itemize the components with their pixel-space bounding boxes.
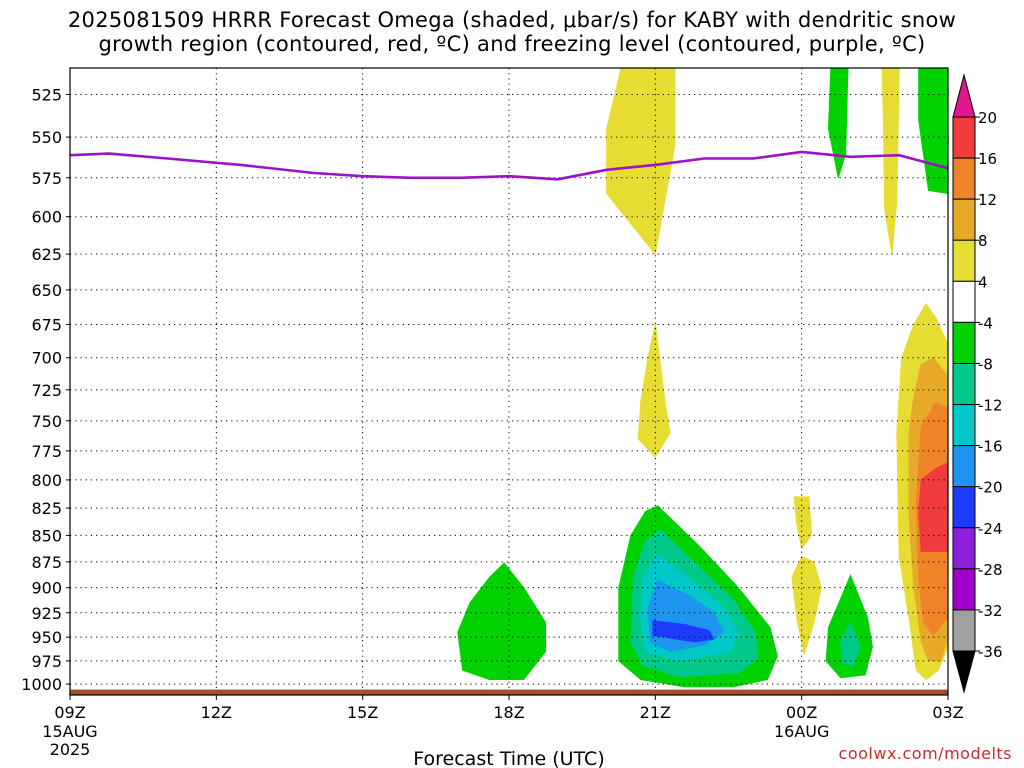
- y-tick-label: 825: [31, 499, 62, 518]
- colorbar-bin: [952, 568, 976, 611]
- y-tick-label: 775: [31, 442, 62, 461]
- omega-region-8: [918, 462, 948, 552]
- colorbar-top-arrow: [952, 73, 976, 118]
- y-tick-label: 1000: [21, 675, 62, 694]
- colorbar-bin: [952, 198, 976, 241]
- y-tick-label: 725: [31, 381, 62, 400]
- colorbar-tick-label: 12: [978, 191, 997, 209]
- colorbar-bin: [952, 362, 976, 406]
- y-tick-label: 575: [31, 169, 62, 188]
- colorbar-bin: [952, 157, 976, 200]
- colorbar-bin: [952, 280, 976, 323]
- omega-region-1: [827, 68, 849, 178]
- colorbar-bin: [952, 404, 976, 447]
- colorbar-tick-label: -8: [978, 355, 993, 373]
- y-tick-label: 950: [31, 628, 62, 647]
- colorbar-bin: [952, 321, 976, 364]
- y-axis: 525 550 575 600 625 650 675 700 725 750 775 800 825 8…: [21, 86, 70, 694]
- x-date-label: 15AUG: [42, 722, 97, 741]
- y-tick-label: 925: [31, 604, 62, 623]
- y-tick-label: 975: [31, 652, 62, 671]
- colorbar-tick-label: -4: [978, 314, 993, 332]
- x-tick-label: 15Z: [347, 703, 378, 722]
- colorbar: 20 16 12 8 4 -4 -8 -12 -16 -20 -24 -28 -32 -36: [952, 73, 1003, 694]
- x-axis-label: Forecast Time (UTC): [413, 748, 604, 768]
- omega-region-0: [606, 68, 676, 256]
- omega-region-10: [791, 556, 822, 655]
- x-year-label: 2025: [50, 740, 91, 759]
- colorbar-bin: [952, 609, 976, 652]
- colorbar-tick-label: 4: [978, 273, 988, 291]
- chart-title: 2025081509 HRRR Forecast Omega (shaded, …: [0, 8, 1024, 56]
- y-tick-label: 625: [31, 245, 62, 264]
- y-tick-label: 550: [31, 128, 62, 147]
- x-tick-label: 18Z: [493, 703, 524, 722]
- colorbar-tick-label: 8: [978, 232, 988, 250]
- colorbar-bin: [952, 445, 976, 488]
- freezing-level-line: [70, 150, 948, 181]
- y-tick-label: 850: [31, 526, 62, 545]
- y-tick-label: 900: [31, 579, 62, 598]
- y-tick-label: 750: [31, 412, 62, 431]
- colorbar-tick-label: -32: [978, 602, 1003, 620]
- x-tick-label: 12Z: [201, 703, 232, 722]
- colorbar-tick-label: -20: [978, 479, 1003, 497]
- colorbar-tick-label: -28: [978, 561, 1003, 579]
- colorbar-tick-label: -12: [978, 397, 1003, 415]
- omega-region-3: [918, 68, 948, 195]
- x-tick-label: 09Z: [54, 703, 85, 722]
- y-tick-label: 650: [31, 281, 62, 300]
- y-tick-label: 675: [31, 315, 62, 334]
- y-tick-label: 700: [31, 349, 62, 368]
- colorbar-bottom-arrow: [952, 650, 976, 694]
- y-tick-label: 800: [31, 471, 62, 490]
- y-tick-label: 600: [31, 208, 62, 227]
- y-tick-label: 875: [31, 553, 62, 572]
- omega-region-11: [457, 562, 547, 680]
- x-tick-label: 21Z: [640, 703, 671, 722]
- omega-region-4: [637, 324, 671, 458]
- x-tick-label: 00Z: [786, 703, 817, 722]
- title-line-2: growth region (contoured, red, ºC) and f…: [98, 32, 926, 56]
- colorbar-tick-label: -36: [978, 643, 1003, 661]
- colorbar-tick-label: -24: [978, 520, 1003, 538]
- omega-shading: [457, 68, 948, 688]
- y-tick-label: 525: [31, 86, 62, 105]
- omega-region-2: [881, 68, 900, 255]
- colorbar-bin: [952, 116, 976, 159]
- grid-lines: [70, 68, 948, 695]
- contour-lines: [70, 150, 948, 695]
- colorbar-tick-label: 20: [978, 109, 997, 127]
- x-date-label: 16AUG: [774, 722, 829, 741]
- colorbar-bin: [952, 527, 976, 570]
- x-tick-label: 03Z: [932, 703, 963, 722]
- ground-strip: [70, 689, 948, 695]
- colorbar-tick-label: -16: [978, 438, 1003, 456]
- colorbar-bin: [952, 239, 976, 282]
- colorbar-tick-label: 16: [978, 150, 997, 168]
- omega-region-16: [652, 620, 715, 643]
- omega-region-18: [840, 621, 861, 667]
- omega-region-9: [793, 496, 812, 550]
- colorbar-bin: [952, 486, 976, 529]
- site-credit: coolwx.com/modelts: [838, 744, 1012, 763]
- title-line-1: 2025081509 HRRR Forecast Omega (shaded, …: [67, 8, 957, 32]
